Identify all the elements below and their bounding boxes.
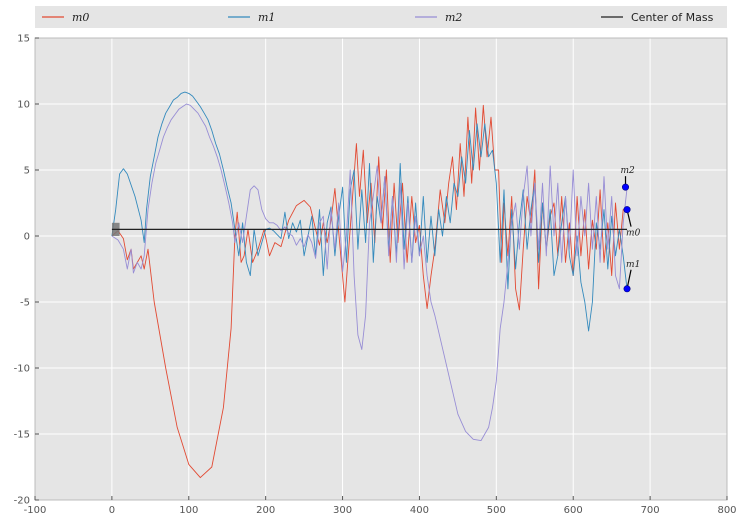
x-tick-label: 100 [179,505,198,516]
y-tick-label: 10 [17,100,30,111]
legend-label-m0: m0 [72,11,89,24]
legend-label-m1: m1 [258,11,275,24]
legend-box [35,6,727,28]
series-line-m1 [111,91,628,332]
marker-m0 [623,206,631,214]
center-of-mass-group [111,222,628,236]
legend-label-m2: m2 [445,11,462,24]
annotation-label-m0: m0 [626,229,641,239]
x-tick-label: 300 [333,505,352,516]
series-line-m2 [111,103,628,442]
y-tick-label: -20 [14,496,30,507]
x-tick-label: 0 [109,505,115,516]
plot-frame [34,37,728,501]
x-tick-label: 400 [410,505,429,516]
x-tick-label: -100 [24,505,47,516]
axes: -100 0 100 200 300 400 500 600 700 800-20-15-10-5… [14,34,737,517]
y-tick-label: -10 [14,364,30,375]
legend: m0 m1 m2 Center of Mass [35,6,727,28]
markers-group: m2 m0 m1 [621,166,641,293]
x-tick-label: 600 [564,505,583,516]
annotation-label-m1: m1 [626,260,640,270]
y-tick-label: 15 [17,34,30,45]
x-tick-label: 200 [256,505,275,516]
marker-m1 [623,285,631,293]
y-tick-label: -15 [14,430,30,441]
x-tick-label: 700 [641,505,660,516]
legend-label-center-of-mass: Center of Mass [631,11,714,24]
y-tick-label: 0 [24,232,30,243]
x-tick-label: 500 [487,505,506,516]
y-tick-label: 5 [24,166,30,177]
y-tick-label: -5 [20,298,30,309]
plot-area [35,38,727,500]
x-tick-label: 800 [717,505,736,516]
annotation-label-m2: m2 [621,166,636,176]
marker-m2 [622,183,630,191]
